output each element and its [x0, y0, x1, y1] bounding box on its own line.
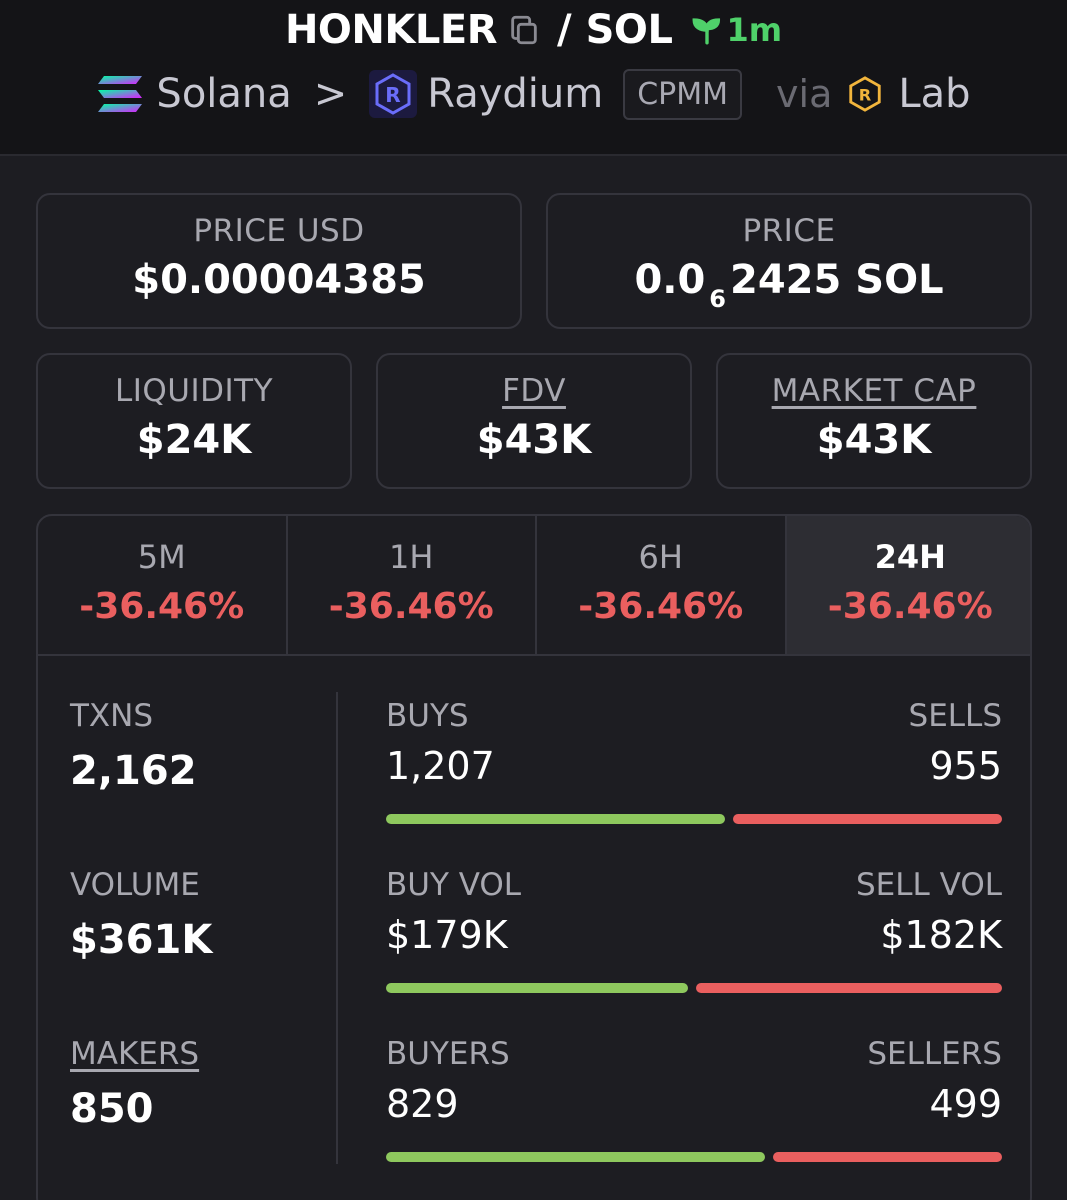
- pair-age: 1m: [690, 11, 782, 49]
- buy-vol-label: BUY VOL: [386, 867, 522, 903]
- pair-title-row: HONKLER / SOL 1m: [0, 4, 1067, 56]
- buyers-label: BUYERS: [386, 1036, 510, 1072]
- buy-bar: [386, 814, 725, 824]
- sell-bar: [733, 814, 1002, 824]
- buyers-ratio-bar: [386, 1152, 1002, 1162]
- volume-ratio-bar: [386, 983, 1002, 993]
- buy-sell-volume-stat: BUY VOL SELL VOL $179K $182K: [386, 867, 1002, 997]
- fdv-value: $43K: [476, 417, 592, 463]
- price-native-label: PRICE: [742, 213, 836, 249]
- svg-text:R: R: [386, 83, 401, 107]
- price-change-value: -36.46%: [79, 586, 245, 627]
- price-native-prefix: 0.0: [634, 257, 706, 303]
- price-native-suffix: 2425 SOL: [730, 257, 944, 303]
- via-label: via: [776, 72, 833, 116]
- sellers-value: 499: [929, 1082, 1002, 1126]
- sell-vol-label: SELL VOL: [856, 867, 1002, 903]
- makers-value: 850: [70, 1086, 154, 1132]
- liquidity-card: LIQUIDITY $24K: [36, 353, 352, 489]
- market-cap-label[interactable]: MARKET CAP: [771, 373, 977, 409]
- buy-vol-value: $179K: [386, 913, 508, 957]
- buys-label: BUYS: [386, 698, 469, 734]
- timeframe-tabs: 5M -36.46% 1H -36.46% 6H -36.46% 24H -36…: [38, 516, 1030, 656]
- lab-logo-icon: R: [849, 76, 882, 112]
- price-usd-label: PRICE USD: [193, 213, 365, 249]
- price-native-card: PRICE 0.0 6 2425 SOL: [546, 193, 1032, 329]
- buy-bar: [386, 1152, 765, 1162]
- liquidity-label: LIQUIDITY: [114, 373, 274, 409]
- market-cap-value: $43K: [816, 417, 932, 463]
- makers-label[interactable]: MAKERS: [70, 1036, 200, 1072]
- txns-label: TXNS: [70, 698, 154, 734]
- buys-value: 1,207: [386, 744, 495, 788]
- tab-24h[interactable]: 24H -36.46%: [786, 516, 1030, 654]
- volume-label: VOLUME: [70, 867, 200, 903]
- buyers-sellers-stat: BUYERS SELLERS 829 499: [386, 1036, 1002, 1166]
- stats-divider: [336, 692, 338, 1164]
- pool-type-badge: CPMM: [623, 68, 743, 120]
- tab-label: 5M: [137, 538, 186, 576]
- makers-stat: MAKERS 850: [70, 1036, 199, 1132]
- price-change-value: -36.46%: [827, 586, 993, 627]
- solana-logo-icon: [98, 76, 143, 112]
- txns-value: 2,162: [70, 748, 197, 794]
- pair-age-value: 1m: [726, 11, 783, 49]
- trading-stats-panel: 5M -36.46% 1H -36.46% 6H -36.46% 24H -36…: [36, 514, 1032, 1200]
- sell-bar: [696, 983, 1002, 993]
- sell-vol-value: $182K: [880, 913, 1002, 957]
- tab-label: 1H: [389, 538, 434, 576]
- seedling-icon: [692, 18, 721, 45]
- liquidity-value: $24K: [136, 417, 252, 463]
- quote-symbol: SOL: [585, 7, 673, 53]
- tab-6h[interactable]: 6H -36.46%: [537, 516, 787, 654]
- tab-1h[interactable]: 1H -36.46%: [288, 516, 537, 654]
- fdv-card: FDV $43K: [376, 353, 692, 489]
- sells-label: SELLS: [908, 698, 1002, 734]
- copy-icon[interactable]: [507, 13, 541, 47]
- token-symbol[interactable]: HONKLER: [284, 7, 498, 53]
- tab-label: 6H: [638, 538, 683, 576]
- tab-label: 24H: [874, 538, 946, 576]
- chevron-right-icon: >: [313, 71, 348, 117]
- price-usd-card: PRICE USD $0.00004385: [36, 193, 522, 329]
- raydium-logo-icon: R: [369, 70, 418, 118]
- market-cap-card: MARKET CAP $43K: [716, 353, 1032, 489]
- chain-breadcrumb: Solana > R Raydium CPMM via R Lab: [0, 64, 1067, 124]
- volume-stat: VOLUME $361K: [70, 867, 212, 963]
- fdv-label[interactable]: FDV: [502, 373, 566, 409]
- tab-5m[interactable]: 5M -36.46%: [38, 516, 288, 654]
- sell-bar: [773, 1152, 1002, 1162]
- pair-separator: /: [557, 7, 572, 53]
- txns-stat: TXNS 2,162: [70, 698, 197, 794]
- buys-sells-stat: BUYS SELLS 1,207 955: [386, 698, 1002, 828]
- price-change-value: -36.46%: [328, 586, 494, 627]
- volume-value: $361K: [70, 917, 213, 963]
- launchpad-link[interactable]: Lab: [898, 71, 971, 117]
- sellers-label: SELLERS: [867, 1036, 1002, 1072]
- price-native-zero-count: 6: [709, 285, 726, 313]
- sells-value: 955: [929, 744, 1002, 788]
- buyers-value: 829: [386, 1082, 459, 1126]
- buy-bar: [386, 983, 688, 993]
- pair-header: HONKLER / SOL 1m: [0, 0, 1067, 156]
- chain-link[interactable]: Solana: [156, 71, 292, 117]
- price-change-value: -36.46%: [578, 586, 744, 627]
- dex-link[interactable]: Raydium: [427, 71, 604, 117]
- price-usd-value: $0.00004385: [132, 257, 426, 303]
- buys-sells-ratio-bar: [386, 814, 1002, 824]
- price-native-value: 0.0 6 2425 SOL: [548, 257, 1030, 313]
- svg-text:R: R: [859, 86, 872, 105]
